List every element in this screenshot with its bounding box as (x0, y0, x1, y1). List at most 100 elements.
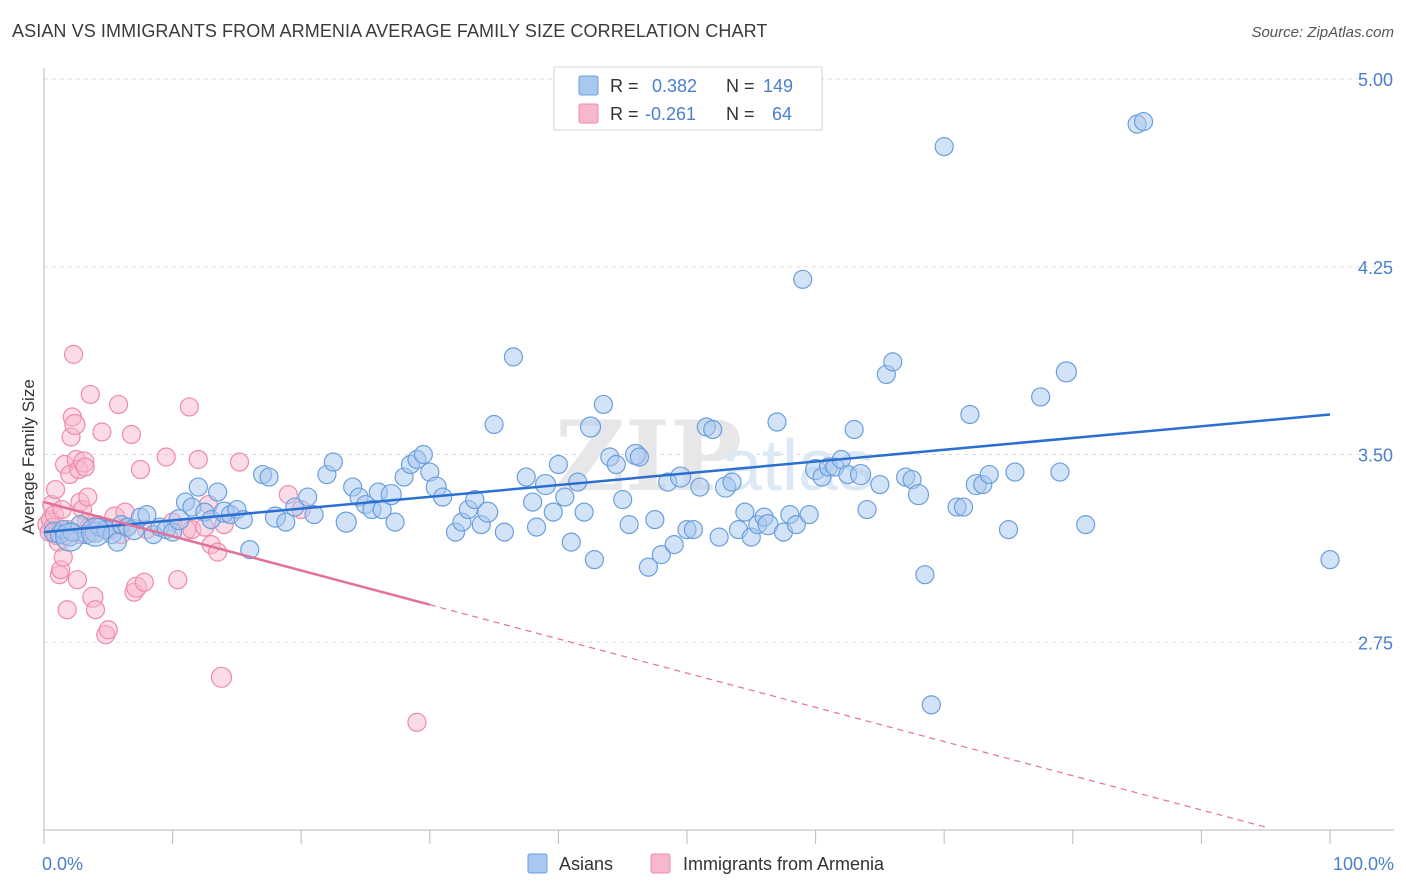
asian-point (298, 487, 318, 507)
armenia-swatch (578, 103, 599, 124)
asian-point (323, 452, 343, 472)
asian-point (240, 540, 260, 560)
asian-point (767, 412, 787, 432)
asian-point (523, 492, 543, 512)
armenia-point (57, 600, 77, 620)
armenia-point (92, 422, 112, 442)
asian-point (1031, 387, 1051, 407)
source-credit: Source: ZipAtlas.com (1251, 24, 1394, 41)
armenia-trend-extension (429, 604, 1266, 828)
asian-point (561, 532, 581, 552)
asian-point (793, 269, 813, 289)
armenia-point (64, 413, 86, 436)
asian-point (799, 504, 819, 525)
asian-point (735, 502, 755, 522)
armenia-point (130, 459, 151, 480)
asian-point (606, 454, 626, 475)
asian-point-cluster (80, 517, 111, 547)
asian-point (709, 527, 729, 547)
asian-point (385, 512, 405, 532)
asian-point (526, 517, 547, 537)
asian-point (883, 352, 903, 372)
asian-point (276, 512, 296, 532)
asian-point (850, 463, 872, 486)
asian-point (285, 497, 305, 517)
asian-point (998, 520, 1019, 540)
asian-point (683, 520, 704, 540)
asian-point (548, 454, 569, 475)
stats-legend: R = 0.382 N = 149 R = -0.261 N = 64 (553, 66, 823, 131)
asian-point (543, 502, 563, 522)
asian-point (208, 482, 228, 502)
armenia-point (45, 479, 66, 500)
asian-point (593, 394, 614, 415)
asian-point (1050, 462, 1070, 482)
asian-point (413, 444, 433, 465)
asian-point (579, 416, 602, 438)
x-tick-label-max: 100.0% (1333, 854, 1394, 874)
armenia-point (78, 487, 98, 507)
asian-point (1005, 462, 1025, 482)
asian-point (870, 474, 890, 495)
asian-point (645, 509, 665, 530)
asian-point (722, 472, 742, 492)
asian-point (335, 511, 357, 533)
armenia-point (98, 620, 118, 640)
y-tick-label: 5.00 (1358, 70, 1393, 90)
asian-point (188, 477, 208, 497)
armenia-point (53, 547, 73, 567)
asian-point (584, 550, 605, 570)
asian-point (516, 467, 536, 487)
asian-point (664, 535, 684, 555)
asians-n-value: 149 (763, 76, 793, 96)
asian-point (651, 545, 671, 565)
armenia-r-value: -0.261 (645, 104, 696, 124)
asian-point (619, 515, 639, 535)
asian-point (494, 522, 514, 542)
x-tick-label-min: 0.0% (42, 854, 83, 874)
asian-point (703, 419, 723, 440)
asian-point (1076, 515, 1096, 535)
armenia-point (67, 570, 88, 590)
y-axis-label: Average Family Size (19, 379, 38, 535)
armenia-r-label: R = (610, 104, 639, 124)
armenia-point (85, 600, 106, 620)
asian-point (921, 695, 941, 715)
asian-point (907, 483, 930, 506)
asians-r-label: R = (610, 76, 639, 96)
series-legend: Asians Immigrants from Armenia (527, 853, 885, 874)
armenia-trend-line (43, 500, 431, 606)
asian-point (613, 489, 633, 510)
asian-point (669, 466, 692, 488)
asian-point (477, 501, 499, 523)
trend-lines (43, 413, 1331, 828)
armenia-point (210, 666, 233, 688)
asian-point (786, 515, 806, 535)
armenia-point (108, 394, 129, 415)
asian-point (934, 137, 954, 157)
asian-point (555, 487, 575, 507)
asian-point (857, 499, 877, 520)
y-tick-label: 4.25 (1358, 258, 1393, 278)
asian-point (484, 414, 504, 435)
asians-n-label: N = (726, 76, 755, 96)
armenia-n-value: 64 (772, 104, 792, 124)
asians-trend-line (43, 413, 1331, 534)
legend-box (553, 66, 823, 131)
asian-point (979, 464, 999, 485)
armenia-point (121, 424, 142, 445)
asian-point (629, 447, 650, 467)
legend-armenia-label: Immigrants from Armenia (683, 854, 885, 874)
asian-point (638, 557, 659, 577)
asian-point (304, 504, 324, 525)
asian-point (1320, 550, 1340, 570)
chart-title: ASIAN VS IMMIGRANTS FROM ARMENIA AVERAGE… (12, 21, 768, 41)
asian-point (844, 419, 864, 440)
armenia-point (407, 712, 427, 732)
asians-swatch (578, 75, 599, 96)
armenia-point (80, 384, 100, 405)
armenia-point (179, 397, 199, 417)
asian-point (503, 347, 523, 367)
y-tick-label: 3.50 (1358, 446, 1393, 466)
